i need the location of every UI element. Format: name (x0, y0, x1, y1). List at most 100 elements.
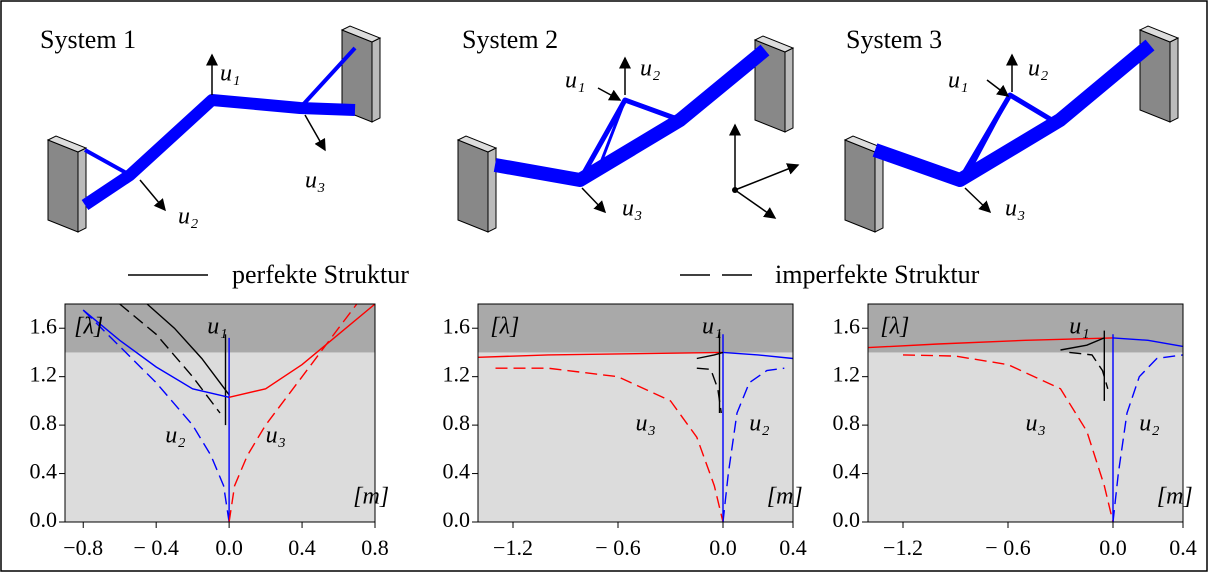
dof-label: u₃ (622, 196, 642, 222)
arrow (734, 163, 800, 191)
curve (495, 367, 724, 523)
curve (477, 351, 724, 358)
dof-label: u₂ (640, 56, 660, 82)
beam (81, 94, 356, 210)
legend-label: imperfekte Struktur (775, 260, 980, 289)
curve (722, 351, 794, 360)
curve (902, 354, 1114, 523)
beam (493, 44, 770, 187)
wall-top (46, 135, 88, 153)
wall-top (456, 135, 498, 153)
wall-side (1169, 37, 1179, 123)
curve (722, 367, 785, 523)
illustration: System 3u₁ u₂ u₃ (843, 25, 1180, 233)
arrow (597, 87, 622, 101)
curve (867, 337, 1114, 349)
curve (1069, 351, 1109, 389)
y-tick-label: 0.0 (30, 507, 58, 532)
illustration: System 1 u₁ u₂ u₃ (40, 25, 382, 233)
x-tick-label: 0.8 (361, 535, 389, 560)
beam (298, 46, 357, 110)
curve (146, 303, 230, 396)
curve (228, 303, 376, 398)
y-tick-label: 1.6 (833, 313, 861, 338)
annotation: [m] (1157, 483, 1193, 509)
annotation: u₃ (1026, 411, 1046, 437)
dof-label: u₁ (948, 68, 968, 94)
dof-label: u₂ (1028, 56, 1048, 82)
plot-border (477, 303, 794, 523)
wall (47, 139, 79, 233)
y-tick-label: 0.8 (30, 410, 58, 435)
chart: 0.0 0.4 0.8 1.2 1.6 −1.2 − 0.6 0.0 0.4 [λ] [m] u₁ u₃… (443, 303, 807, 560)
plot-border (64, 303, 376, 523)
x-tick-label: 0.4 (1169, 535, 1197, 560)
curve (119, 303, 221, 414)
curve (1060, 337, 1105, 351)
wall (844, 139, 876, 233)
annotation: [m] (353, 483, 389, 509)
y-tick-label: 0.0 (833, 507, 861, 532)
plot-border (867, 303, 1184, 523)
wall-top (753, 35, 795, 53)
curve (696, 367, 722, 414)
arrow (734, 189, 777, 219)
dof-label: u₃ (1005, 196, 1025, 222)
annotation: u₁ (207, 314, 227, 340)
legend: perfekte Struktur imperfekte Struktur (128, 260, 980, 289)
y-tick-label: 1.2 (833, 362, 861, 387)
annotation: u₂ (749, 411, 769, 437)
legend-label: perfekte Struktur (232, 260, 409, 289)
x-tick-label: − 0.4 (133, 535, 178, 560)
x-tick-label: 0.0 (1099, 535, 1127, 560)
curve (1112, 354, 1184, 523)
curve (82, 309, 230, 523)
annotation: u₂ (1139, 411, 1159, 437)
annotation: [λ] (880, 314, 909, 340)
x-tick-label: 0.0 (709, 535, 737, 560)
x-tick-label: −0.8 (63, 535, 103, 560)
x-tick-label: 0.0 (215, 535, 243, 560)
wall-top (1138, 25, 1180, 43)
annotation: [λ] (74, 314, 103, 340)
system-title: System 1 (40, 25, 136, 54)
y-tick-label: 1.2 (30, 362, 58, 387)
x-tick-label: −1.2 (493, 535, 533, 560)
arrow (581, 187, 607, 214)
annotation: [m] (767, 483, 803, 509)
arrow (139, 179, 166, 212)
y-tick-label: 0.4 (30, 459, 58, 484)
system-title: System 2 (462, 25, 558, 54)
y-tick-label: 1.2 (443, 362, 471, 387)
curve (228, 303, 358, 523)
beam (84, 148, 131, 177)
wall (457, 139, 489, 233)
x-tick-label: 0.4 (288, 535, 316, 560)
y-tick-label: 0.4 (833, 459, 861, 484)
system-title: System 3 (846, 25, 942, 54)
x-tick-label: −1.2 (883, 535, 923, 560)
y-tick-label: 1.6 (443, 313, 471, 338)
dof-label: u₁ (220, 61, 240, 87)
wall-side (77, 147, 87, 233)
wall-side (371, 37, 381, 123)
y-tick-label: 0.8 (833, 410, 861, 435)
wall-top (340, 25, 382, 43)
annotation: [λ] (490, 314, 519, 340)
annotation: u₃ (636, 411, 656, 437)
dof-label: u₃ (305, 168, 325, 194)
x-tick-label: 0.4 (779, 535, 807, 560)
dof-label: u₁ (565, 68, 585, 94)
chart: 0.0 0.4 0.8 1.2 1.6 −1.2 − 0.6 0.0 0.4 [λ] [m] u₁ u₃… (833, 303, 1197, 560)
x-tick-label: − 0.6 (595, 535, 640, 560)
annotation: u₁ (702, 314, 722, 340)
y-tick-label: 1.6 (30, 313, 58, 338)
annotation: u₁ (1069, 314, 1089, 340)
y-tick-label: 0.8 (443, 410, 471, 435)
x-tick-label: − 0.6 (985, 535, 1030, 560)
critical-region (478, 304, 793, 353)
annotation: u₂ (165, 423, 185, 449)
chart: 0.0 0.4 0.8 1.2 1.6 −0.8 − 0.4 0.0 0.4 0.8 [λ] [m] u… (30, 303, 389, 560)
